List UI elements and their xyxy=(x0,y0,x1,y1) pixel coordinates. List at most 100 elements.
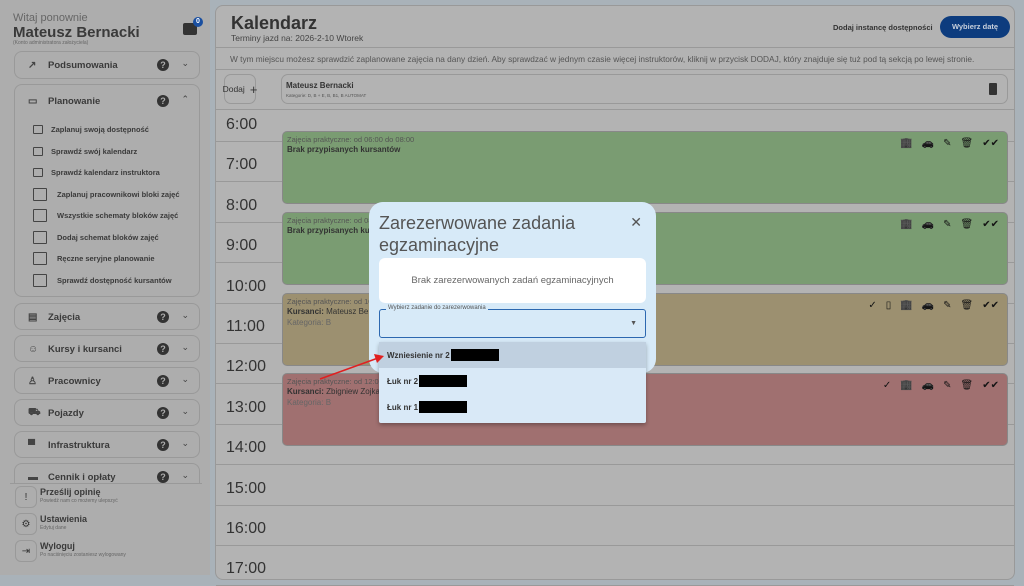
clipboard-icon[interactable] xyxy=(989,83,997,95)
lesson-actions: 🏢 🚗 ✎ 🗑 ✔✔ xyxy=(900,138,999,149)
footer-title: Ustawienia xyxy=(40,514,88,524)
trash-icon[interactable]: 🗑 xyxy=(960,299,974,311)
user-role: (Konto administratora założyciela) xyxy=(13,40,89,46)
sidebar-section-pojazdy[interactable]: ⛟ Pojazdy? ⌄ xyxy=(14,399,200,426)
footer-title: Wyloguj xyxy=(40,541,75,551)
notifications-icon[interactable]: 0 xyxy=(183,17,203,35)
check-icon[interactable]: ✓ xyxy=(882,380,892,392)
instructor-chip[interactable]: Mateusz Bernacki Kategorie: D, B + E, B, … xyxy=(281,74,1008,104)
double-check-icon[interactable]: ✔✔ xyxy=(982,218,999,230)
chevron-down-icon[interactable]: ⌄ xyxy=(181,374,189,384)
dropdown-option[interactable]: Łuk nr 2 xyxy=(379,368,646,394)
calendar-list-icon xyxy=(33,209,47,223)
chevron-down-icon[interactable]: ⌄ xyxy=(181,58,189,68)
help-icon[interactable]: ? xyxy=(157,311,169,323)
add-instructor-button[interactable]: Dodaj + xyxy=(223,74,257,104)
check-icon[interactable]: ✓ xyxy=(868,299,877,311)
double-check-icon[interactable]: ✔✔ xyxy=(982,380,999,392)
phone-icon[interactable]: ▯ xyxy=(885,299,892,311)
section-label: Cennik i opłaty xyxy=(48,471,116,483)
caret-down-icon: ▼ xyxy=(630,320,637,327)
item-label: Zaplanuj pracownikowi bloki zajęć xyxy=(57,189,180,199)
chevron-down-icon[interactable]: ⌄ xyxy=(181,470,189,480)
hour-label: 11:00 xyxy=(226,318,265,335)
pick-date-button[interactable]: Wybierz datę xyxy=(940,16,1010,38)
pencil-icon[interactable]: ✎ xyxy=(943,218,952,230)
pencil-icon[interactable]: ✎ xyxy=(943,138,952,149)
chevron-up-icon[interactable]: ⌃ xyxy=(181,94,189,104)
sidebar-item[interactable]: Zaplanuj swoją dostępność xyxy=(15,119,199,141)
lesson-block[interactable]: Zajęcia praktyczne: od 06:00 do 08:00 Br… xyxy=(282,131,1008,204)
hour-label: 8:00 xyxy=(226,196,258,214)
pencil-icon[interactable]: ✎ xyxy=(943,380,952,392)
sidebar-section-kursy[interactable]: ☺ Kursy i kursanci? ⌄ xyxy=(14,335,200,362)
dropdown-option[interactable]: Łuk nr 1 xyxy=(379,394,646,420)
car-icon[interactable]: 🚗 xyxy=(921,218,935,230)
item-label: Sprawdź dostępność kursantów xyxy=(57,275,172,285)
add-schema-icon xyxy=(33,230,47,244)
instructor-categories: Kategorie: D, B + E, B, B1, B AUTOMAT xyxy=(286,93,367,98)
hour-label: 16:00 xyxy=(226,520,267,537)
help-icon[interactable]: ? xyxy=(157,471,169,483)
item-label: Sprawdź swój kalendarz xyxy=(51,146,138,156)
building-icon[interactable]: 🏢 xyxy=(900,299,913,311)
building-icon[interactable]: 🏢 xyxy=(900,138,913,149)
sidebar-item[interactable]: Dodaj schemat bloków zajęć xyxy=(15,227,199,249)
sidebar-item[interactable]: Zaplanuj pracownikowi bloki zajęć xyxy=(15,184,199,206)
add-availability-instance-button[interactable]: Dodaj instancę dostępności xyxy=(833,23,933,32)
sidebar-item[interactable]: Wszystkie schematy bloków zajęć xyxy=(15,205,199,227)
trash-icon[interactable]: 🗑 xyxy=(960,138,974,149)
chevron-down-icon[interactable]: ⌄ xyxy=(181,342,189,352)
double-check-icon[interactable]: ✔✔ xyxy=(982,299,999,311)
building-icon[interactable]: 🏢 xyxy=(900,380,913,392)
help-icon[interactable]: ? xyxy=(157,59,169,71)
hour-line xyxy=(216,504,1014,506)
feedback-button[interactable]: ! Prześlij opinię Powiedź nam co możemy ul… xyxy=(12,486,202,512)
chevron-down-icon[interactable]: ⌄ xyxy=(181,438,189,448)
series-schedule-icon xyxy=(33,252,47,266)
help-icon[interactable]: ? xyxy=(157,343,169,355)
empty-state: Brak zarezerwowanych zadań egzaminacyjny… xyxy=(379,258,646,303)
hour-label: 7:00 xyxy=(226,156,258,174)
trash-icon[interactable]: 🗑 xyxy=(960,218,974,230)
settings-button[interactable]: ⚙ Ustawienia Edytuj dane xyxy=(12,513,202,539)
section-label: Planowanie xyxy=(48,95,101,107)
students: Zbigniew Zojka xyxy=(326,387,380,397)
section-header[interactable]: ▭ Planowanie xyxy=(15,85,199,117)
sidebar-item[interactable]: Ręczne seryjne planowanie xyxy=(15,248,199,270)
help-icon[interactable]: ? xyxy=(157,375,169,387)
sidebar-section-infrastruktura[interactable]: ▀ Infrastruktura? ⌄ xyxy=(14,431,200,458)
logout-button[interactable]: ⇥ Wyloguj Po naciśnięciu zostaniesz wylogo… xyxy=(12,540,202,566)
sidebar-item[interactable]: Sprawdź swój kalendarz xyxy=(15,141,199,163)
sidebar-section-zajecia[interactable]: ▤ Zajęcia? ⌄ xyxy=(14,303,200,330)
close-icon[interactable]: ✕ xyxy=(630,214,642,230)
building-icon[interactable]: 🏢 xyxy=(900,218,913,230)
sidebar: Witaj ponownie Mateusz Bernacki (Konto a… xyxy=(0,0,210,575)
car-icon[interactable]: 🚗 xyxy=(921,380,935,392)
sidebar-item[interactable]: Sprawdź dostępność kursantów xyxy=(15,270,199,292)
dropdown-option[interactable]: Wzniesienie nr 2 xyxy=(379,342,646,368)
help-icon[interactable]: ? xyxy=(157,439,169,451)
section-label: Zajęcia xyxy=(48,311,81,323)
hour-label: 14:00 xyxy=(226,439,267,457)
trash-icon[interactable]: 🗑 xyxy=(960,380,974,392)
modal-title: Zarezerwowane zadania egzaminacyjne xyxy=(379,213,576,255)
lesson-actions: ✓ ▯ 🏢 🚗 ✎ 🗑 ✔✔ xyxy=(868,300,999,311)
sidebar-section-pracownicy[interactable]: ♙ Pracownicy? ⌄ xyxy=(14,367,200,394)
help-icon[interactable]: ? xyxy=(157,95,169,107)
pencil-icon[interactable]: ✎ xyxy=(943,299,952,311)
item-label: Sprawdź kalendarz instruktora xyxy=(51,168,160,178)
task-select[interactable]: Wybierz zadanie do zarezerwowania ▼ xyxy=(379,305,646,338)
face-icon: ☺ xyxy=(28,343,39,355)
chevron-down-icon[interactable]: ⌄ xyxy=(181,310,189,320)
sidebar-item[interactable]: Sprawdź kalendarz instruktora xyxy=(15,162,199,184)
double-check-icon[interactable]: ✔✔ xyxy=(982,138,999,149)
sidebar-section-podsumowania[interactable]: ↗ Podsumowania? ⌄ xyxy=(14,51,200,79)
car-icon[interactable]: 🚗 xyxy=(921,299,935,311)
chevron-down-icon[interactable]: ⌄ xyxy=(181,406,189,416)
help-icon[interactable]: ? xyxy=(157,407,169,419)
car-icon[interactable]: 🚗 xyxy=(921,138,935,149)
sidebar-section-cennik[interactable]: ▬ Cennik i opłaty? ⌄ xyxy=(14,463,200,483)
redaction xyxy=(450,349,499,361)
students: Brak przypisanych kursantów xyxy=(287,145,401,154)
